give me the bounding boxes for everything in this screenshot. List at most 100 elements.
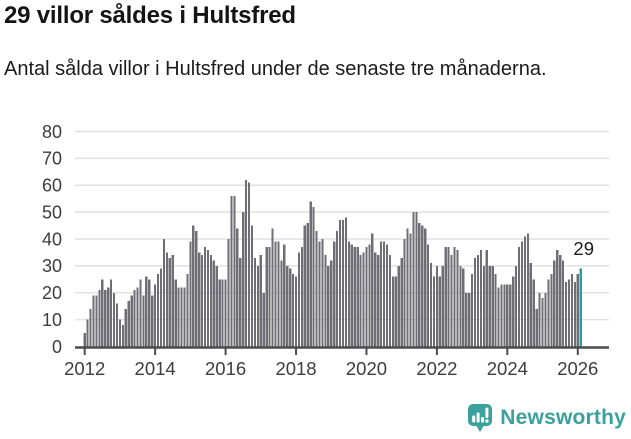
x-tick-label: 2020: [346, 358, 387, 379]
x-tick-label: 2012: [64, 358, 105, 379]
bar: [538, 292, 541, 347]
bar: [459, 265, 462, 347]
bar: [259, 255, 262, 347]
bar: [83, 333, 86, 347]
bar: [107, 287, 110, 347]
y-tick-label: 10: [42, 310, 62, 330]
bar: [441, 265, 444, 347]
bar: [503, 284, 506, 347]
bar: [253, 257, 257, 347]
bar: [324, 255, 327, 347]
bar: [424, 228, 427, 347]
bar: [391, 276, 394, 347]
bar: [409, 233, 412, 347]
bar: [350, 244, 353, 347]
bar: [562, 260, 565, 347]
bar: [127, 300, 130, 347]
x-tick-label: 2022: [416, 358, 457, 379]
bar: [104, 290, 107, 347]
bar: [271, 228, 274, 347]
bar: [201, 255, 204, 347]
x-tick-label: 2016: [205, 358, 246, 379]
bar: [406, 228, 409, 347]
bar: [283, 244, 286, 347]
bar: [303, 225, 306, 347]
bar: [450, 255, 453, 347]
newsworthy-logo: Newsworthy: [467, 403, 626, 433]
bar: [564, 282, 568, 347]
bar: [382, 241, 386, 347]
bar: [359, 255, 362, 347]
bar: [476, 255, 480, 347]
bar: [380, 241, 383, 347]
y-tick-label: 70: [42, 149, 62, 169]
bar: [92, 295, 95, 347]
y-tick-label: 50: [42, 202, 62, 222]
bar: [327, 265, 330, 347]
bar: [447, 247, 450, 347]
bar: [559, 255, 562, 347]
bar: [124, 308, 127, 347]
highlighted-bar: [579, 268, 582, 347]
bar: [142, 295, 145, 347]
brand-name: Newsworthy: [500, 406, 626, 429]
bar: [526, 233, 529, 347]
bar: [347, 241, 350, 347]
bar: [544, 292, 547, 347]
bar: [218, 279, 221, 347]
bar: [312, 206, 315, 347]
bar: [576, 273, 579, 347]
bar: [541, 298, 544, 347]
bar: [356, 247, 359, 347]
bar: [286, 265, 289, 347]
bar: [183, 287, 186, 347]
bar: [221, 279, 224, 347]
bar: [471, 273, 474, 347]
bar: [247, 182, 251, 347]
bar: [397, 265, 400, 347]
y-tick-label: 40: [42, 229, 62, 249]
bar: [462, 268, 465, 347]
bar: [374, 252, 377, 347]
bar: [165, 252, 168, 347]
bar: [171, 255, 174, 347]
bar: [186, 273, 189, 347]
bar: [482, 265, 485, 347]
bar: [435, 265, 438, 347]
bar: [512, 276, 515, 347]
bar: [456, 249, 459, 347]
x-tick-label: 2026: [557, 358, 598, 379]
bar: [277, 241, 280, 347]
bar: [570, 273, 574, 347]
bar: [256, 265, 259, 347]
bar: [377, 255, 380, 347]
bar: [336, 230, 339, 347]
bar: [567, 279, 571, 347]
bar: [148, 279, 151, 347]
bar: [162, 239, 166, 347]
bar: [110, 279, 113, 347]
bar: [444, 247, 447, 347]
bar: [145, 276, 148, 347]
bar: [159, 268, 163, 347]
bar: [429, 263, 433, 347]
bar: [556, 249, 559, 347]
bar: [224, 279, 227, 347]
bar: [274, 241, 277, 347]
bar: [344, 217, 348, 347]
bar: [156, 273, 160, 347]
bar: [112, 292, 116, 347]
bar: [532, 279, 535, 347]
bar: [368, 244, 371, 347]
bar: [154, 284, 157, 347]
bar: [535, 308, 538, 347]
bar: [245, 179, 248, 347]
bar: [479, 249, 483, 347]
bar: [118, 319, 122, 347]
bar: [553, 260, 556, 347]
bar: [403, 239, 406, 347]
bar: [453, 247, 456, 347]
bar: [121, 325, 124, 347]
bar: [195, 230, 198, 347]
